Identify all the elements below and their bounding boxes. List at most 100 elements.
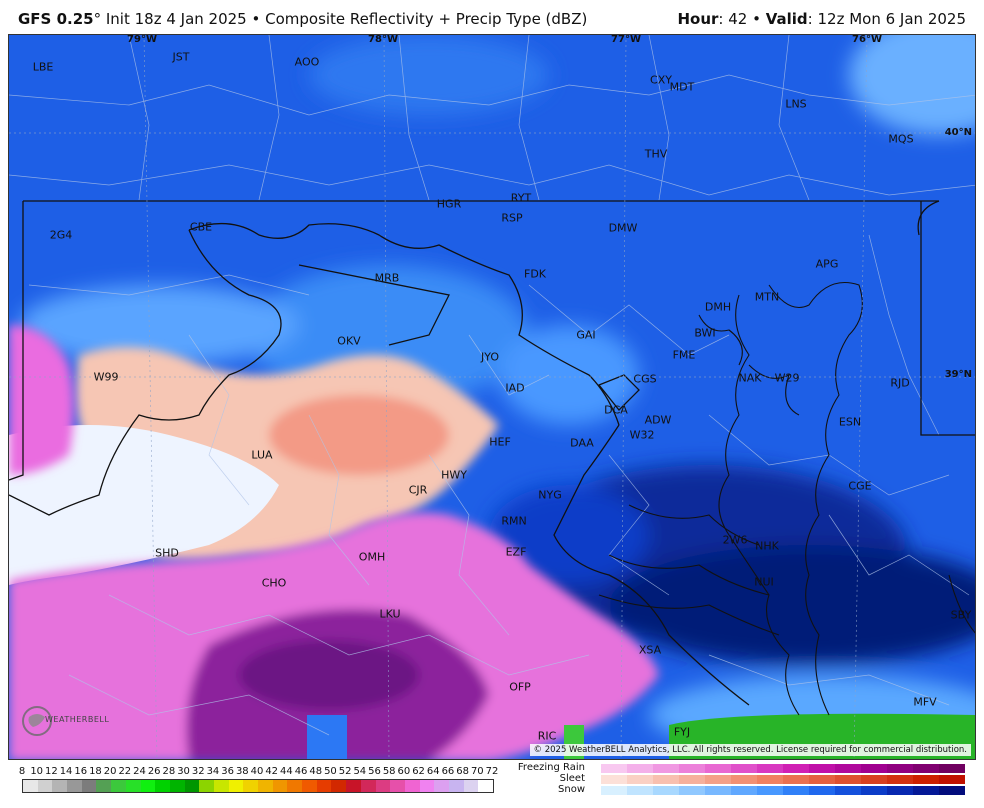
station-label: CJR	[408, 483, 428, 497]
legend-tick-label: 50	[324, 766, 337, 777]
station-label: HEF	[489, 435, 511, 449]
legend-tick-label: 72	[485, 766, 499, 777]
model-name: GFS 0.25	[18, 10, 94, 28]
station-label: JYO	[480, 350, 500, 364]
ptype-swatch	[783, 775, 809, 784]
legend-tick-label: 38	[235, 766, 249, 777]
ptype-swatch	[653, 764, 679, 773]
ptype-swatch	[939, 764, 965, 773]
logo-text: WEATHERBELL	[45, 715, 110, 724]
legend-swatch	[390, 780, 405, 792]
ptype-swatch	[913, 764, 939, 773]
legend-swatch	[184, 780, 200, 792]
valid-value: : 12z Mon 6 Jan 2025	[807, 10, 966, 28]
station-label: W29	[774, 371, 800, 385]
ptype-swatch	[809, 764, 835, 773]
station-label: RYT	[510, 191, 532, 205]
legend-swatch	[360, 780, 376, 792]
station-label: 2G4	[49, 228, 73, 242]
ptype-swatch	[913, 786, 939, 795]
sleet-core	[269, 395, 449, 475]
station-label: BWI	[694, 326, 716, 340]
legend-swatch	[316, 780, 332, 792]
light-snow-area	[849, 35, 975, 135]
ptype-swatch	[705, 764, 731, 773]
legend-colorbar	[22, 779, 494, 793]
station-label: RMN	[501, 514, 527, 528]
legend-swatch	[346, 780, 361, 792]
wv-panhandle	[298, 264, 450, 346]
weatherbell-logo: WEATHERBELL	[19, 703, 109, 739]
legend-tick-label: 32	[191, 766, 205, 777]
station-label: THV	[644, 147, 668, 161]
station-label: SBY	[950, 608, 972, 622]
station-label: RSP	[501, 211, 523, 225]
legend-tick-label: 58	[382, 766, 396, 777]
station-label: NYG	[538, 488, 562, 502]
valid-label: Valid	[765, 10, 808, 28]
freezing-rain-colorbar	[601, 764, 965, 773]
station-label: HGR	[436, 197, 462, 211]
ptype-swatch	[705, 786, 731, 795]
station-label: DCA	[604, 403, 628, 417]
station-label: AOO	[294, 55, 320, 69]
station-label: RJD	[890, 376, 910, 390]
station-label: IAD	[505, 381, 525, 395]
station-label: LKU	[379, 607, 401, 621]
station-label: LNS	[785, 97, 807, 111]
legend-swatch	[125, 780, 141, 792]
station-label: W32	[629, 428, 655, 442]
legend-swatch	[448, 780, 464, 792]
init-time: Init 18z 4 Jan 2025	[101, 10, 247, 28]
station-label: HWY	[441, 468, 467, 482]
ptype-swatch	[757, 786, 783, 795]
legend-tick-label: 52	[338, 766, 352, 777]
legend-tick-label: 56	[368, 766, 381, 777]
ptype-swatch	[861, 764, 887, 773]
freezing-rain-area	[9, 325, 74, 475]
station-label: LBE	[32, 60, 54, 74]
ptype-label-sleet: Sleet	[559, 773, 585, 784]
snow-patch	[307, 715, 347, 759]
ptype-swatch	[705, 775, 731, 784]
product-name: Composite Reflectivity + Precip Type (dB…	[265, 10, 588, 28]
station-label: ADW	[644, 413, 672, 427]
legend-swatch	[434, 780, 449, 792]
reflectivity-map[interactable]: 79°W 78°W 77°W 76°W 40°N 39°N LBE JST AO…	[8, 34, 976, 760]
lon-label: 78°W	[368, 34, 398, 45]
heavy-freezing-rain-area	[239, 640, 419, 710]
ptype-swatch	[861, 786, 887, 795]
graticule	[9, 35, 975, 759]
station-label: DMW	[608, 221, 638, 235]
legend-tick-label: 48	[309, 766, 323, 777]
station-label: CBE	[189, 220, 213, 234]
station-label: OMH	[358, 550, 386, 564]
legend-tick-label: 66	[441, 766, 455, 777]
ptype-swatch	[679, 775, 705, 784]
station-label: MFV	[913, 695, 937, 709]
legend-swatch	[199, 780, 214, 792]
sleet-colorbar	[601, 775, 965, 784]
legend-tick-label: 28	[162, 766, 176, 777]
map-canvas	[9, 35, 975, 759]
station-label: EZF	[505, 545, 527, 559]
legend-tick-label: 8	[18, 766, 26, 777]
station-label: RIC	[537, 729, 557, 743]
wv-va-border	[9, 229, 282, 516]
ptype-swatch	[887, 764, 913, 773]
station-label: NUI	[754, 575, 774, 589]
snow-colorbar	[601, 786, 965, 795]
legend-swatch	[213, 780, 229, 792]
legend-tick-label: 20	[103, 766, 117, 777]
ptype-swatch	[887, 786, 913, 795]
title-separator: •	[246, 10, 266, 28]
station-label: DMH	[704, 300, 732, 314]
ptype-swatch	[601, 764, 627, 773]
lat-label: 39°N	[944, 369, 972, 380]
station-label: MQS	[888, 132, 914, 146]
ptype-swatch	[627, 786, 653, 795]
legend-tick-label: 62	[412, 766, 425, 777]
no-precip-area	[9, 425, 279, 585]
legend-tick-label: 44	[280, 766, 293, 777]
legend-swatch	[272, 780, 288, 792]
